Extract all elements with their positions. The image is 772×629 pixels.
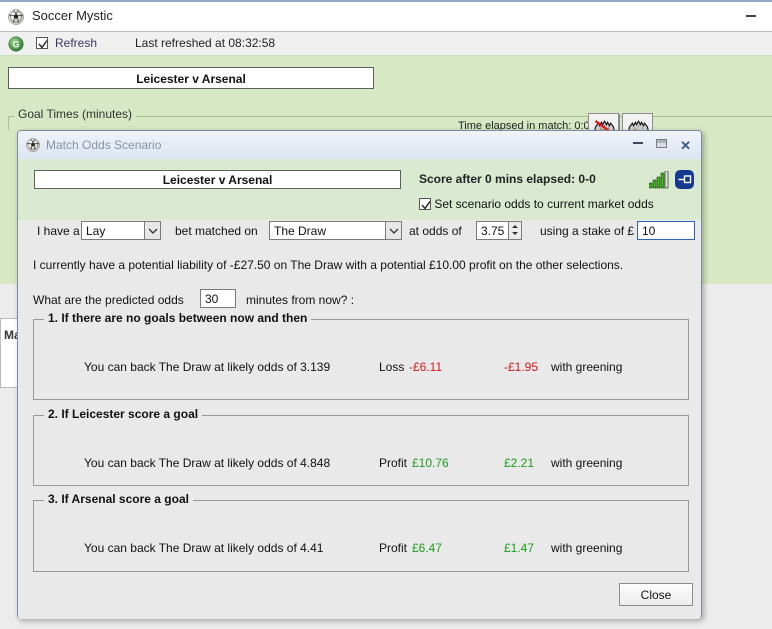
svg-text:G: G (12, 39, 19, 49)
